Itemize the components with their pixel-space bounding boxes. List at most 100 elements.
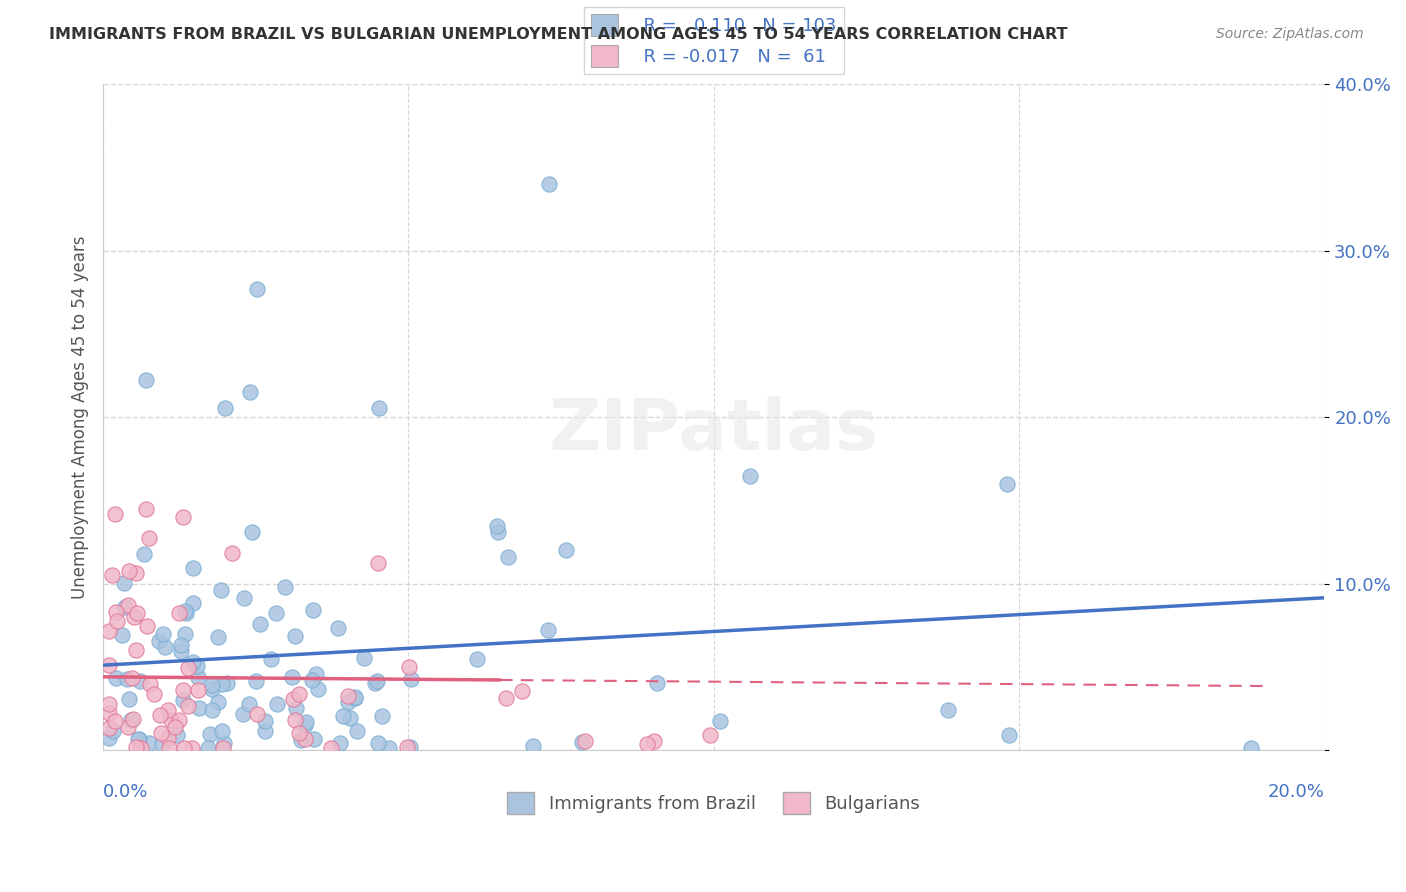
- Point: [117, 598, 139, 612]
- Point: [186, 659, 208, 673]
- Point: [170, 638, 193, 652]
- Point: [301, 603, 323, 617]
- Point: [121, 712, 143, 726]
- Point: [98, 706, 121, 720]
- Point: [294, 732, 316, 747]
- Point: [122, 610, 145, 624]
- Point: [201, 703, 224, 717]
- Point: [366, 673, 388, 688]
- Point: [294, 718, 316, 732]
- Point: [127, 732, 149, 747]
- Point: [321, 741, 343, 756]
- Point: [201, 678, 224, 692]
- Point: [134, 547, 156, 561]
- Point: [177, 660, 200, 674]
- Point: [245, 673, 267, 688]
- Point: [246, 706, 269, 721]
- Point: [169, 644, 191, 658]
- Point: [209, 582, 232, 597]
- Point: [998, 728, 1021, 742]
- Point: [98, 658, 121, 673]
- Point: [305, 666, 328, 681]
- Point: [401, 672, 423, 686]
- Point: [101, 723, 124, 738]
- Point: [173, 626, 195, 640]
- Point: [339, 711, 361, 725]
- Point: [104, 714, 127, 728]
- Point: [260, 652, 283, 666]
- Point: [156, 703, 179, 717]
- Point: [125, 739, 148, 754]
- Point: [135, 373, 157, 387]
- Point: [1240, 740, 1263, 755]
- Point: [326, 621, 349, 635]
- Point: [187, 682, 209, 697]
- Point: [537, 178, 560, 192]
- Point: [346, 724, 368, 739]
- Point: [167, 607, 190, 621]
- Point: [136, 618, 159, 632]
- Point: [233, 591, 256, 605]
- Point: [367, 401, 389, 415]
- Point: [246, 282, 269, 296]
- Point: [135, 501, 157, 516]
- Point: [188, 701, 211, 715]
- Point: [254, 714, 277, 729]
- Point: [111, 627, 134, 641]
- Point: [125, 606, 148, 620]
- Text: Source: ZipAtlas.com: Source: ZipAtlas.com: [1216, 27, 1364, 41]
- Point: [187, 670, 209, 684]
- Point: [740, 468, 762, 483]
- Point: [181, 561, 204, 575]
- Point: [152, 627, 174, 641]
- Point: [249, 616, 271, 631]
- Point: [571, 735, 593, 749]
- Point: [221, 546, 243, 560]
- Point: [280, 670, 302, 684]
- Text: IMMIGRANTS FROM BRAZIL VS BULGARIAN UNEMPLOYMENT AMONG AGES 45 TO 54 YEARS CORRE: IMMIGRANTS FROM BRAZIL VS BULGARIAN UNEM…: [49, 27, 1067, 42]
- Point: [212, 736, 235, 750]
- Point: [522, 739, 544, 753]
- Point: [104, 605, 127, 619]
- Point: [301, 673, 323, 687]
- Point: [112, 576, 135, 591]
- Point: [212, 741, 235, 756]
- Point: [232, 706, 254, 721]
- Point: [166, 729, 188, 743]
- Point: [207, 631, 229, 645]
- Legend: Immigrants from Brazil, Bulgarians: Immigrants from Brazil, Bulgarians: [501, 784, 928, 821]
- Point: [486, 524, 509, 539]
- Point: [643, 734, 665, 748]
- Point: [337, 689, 360, 703]
- Point: [395, 739, 418, 754]
- Text: 20.0%: 20.0%: [1268, 783, 1324, 801]
- Point: [238, 697, 260, 711]
- Point: [174, 604, 197, 618]
- Point: [281, 692, 304, 706]
- Point: [353, 651, 375, 665]
- Point: [198, 727, 221, 741]
- Point: [148, 633, 170, 648]
- Point: [100, 568, 122, 582]
- Point: [266, 697, 288, 711]
- Point: [160, 713, 183, 727]
- Point: [163, 719, 186, 733]
- Point: [495, 691, 517, 706]
- Point: [699, 728, 721, 742]
- Point: [172, 510, 194, 524]
- Point: [295, 714, 318, 729]
- Point: [343, 690, 366, 704]
- Point: [149, 726, 172, 740]
- Point: [129, 674, 152, 689]
- Point: [125, 643, 148, 657]
- Point: [172, 693, 194, 707]
- Point: [143, 687, 166, 701]
- Point: [274, 580, 297, 594]
- Point: [329, 736, 352, 750]
- Point: [115, 672, 138, 686]
- Point: [197, 741, 219, 756]
- Point: [120, 713, 142, 727]
- Point: [574, 734, 596, 748]
- Point: [332, 709, 354, 723]
- Point: [371, 708, 394, 723]
